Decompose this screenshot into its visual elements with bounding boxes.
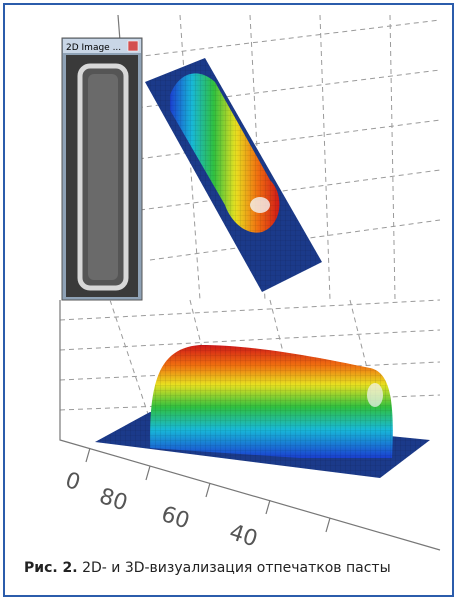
caption: Рис. 2. 2D- и 3D-визуализация отпечатков… [24,560,391,576]
close-button[interactable] [128,41,138,51]
caption-text: 2D- и 3D-визуализация отпечатков пасты [82,560,391,576]
figure-graphic: 2D Image ... 0 80 60 40 [0,0,457,600]
axis-label: 60 [158,502,192,534]
window-title: 2D Image ... [66,43,121,53]
figure-page: 2D Image ... 0 80 60 40 Рис. 2. 2D- и 3D… [0,0,457,600]
axis-label: 0 [62,468,83,496]
bottom-surface [95,345,430,478]
caption-label: Рис. 2. [24,560,78,576]
axis-label: 80 [96,484,130,516]
image-window: 2D Image ... [62,38,142,300]
axis-label: 40 [226,520,260,552]
